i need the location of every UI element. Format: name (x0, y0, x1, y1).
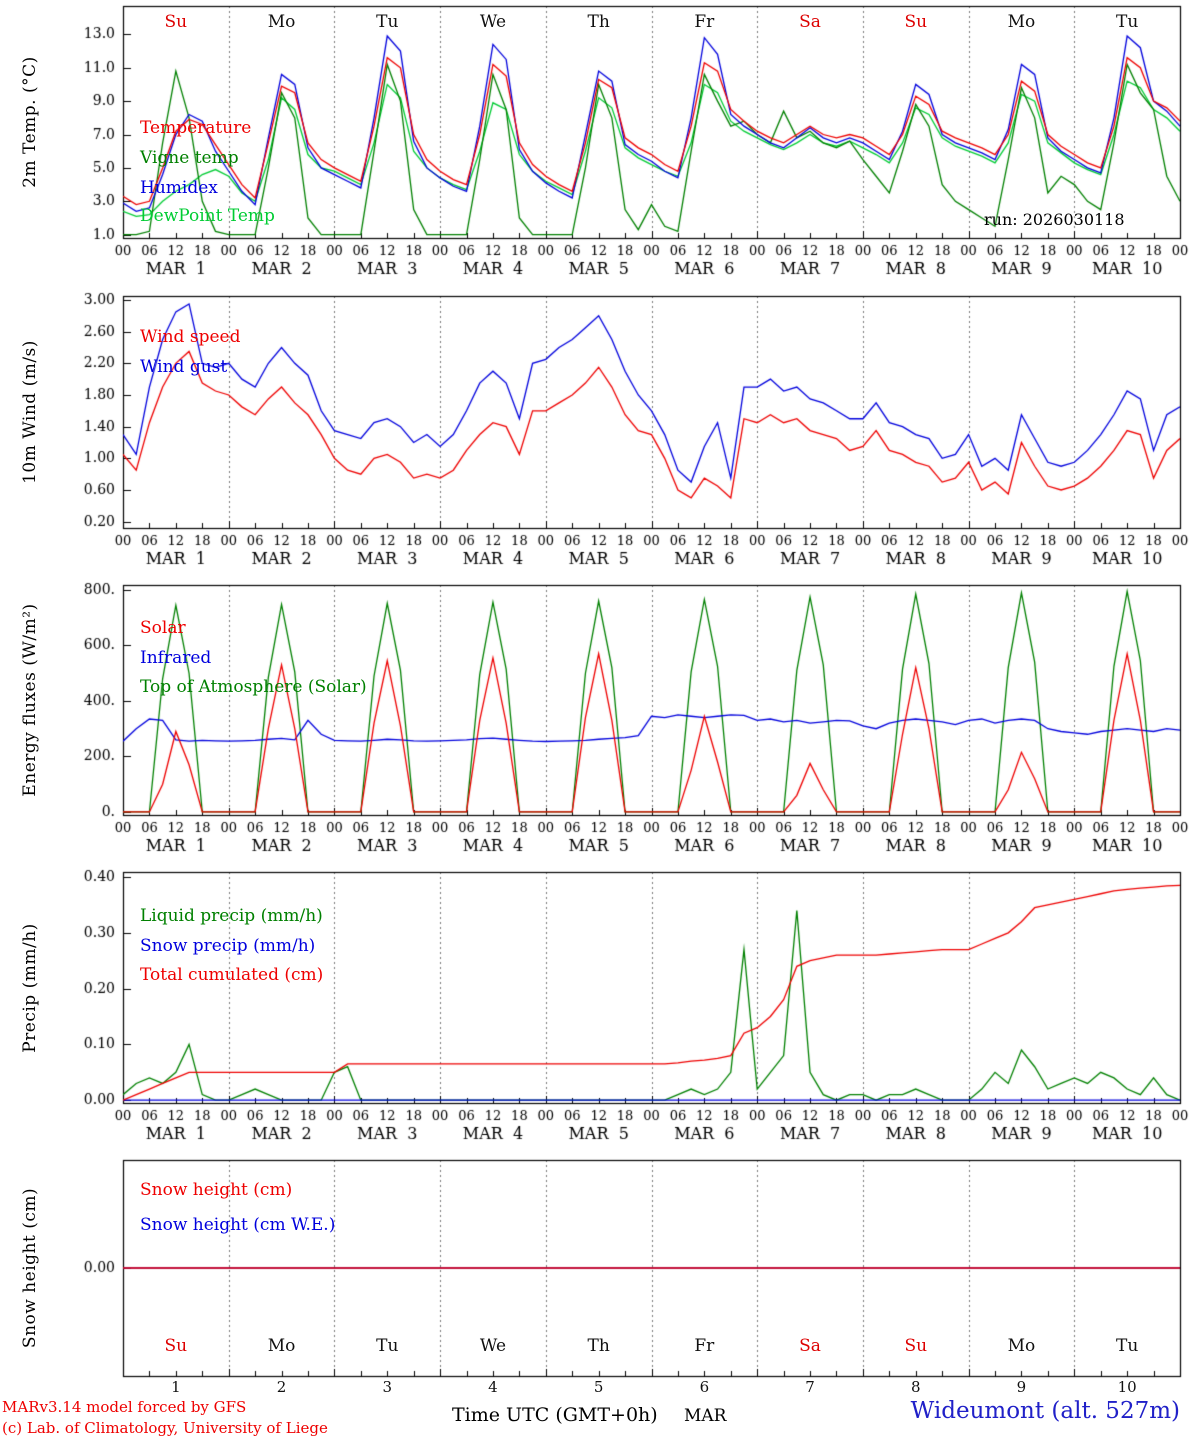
day-label-top: Su (164, 12, 188, 32)
day-label-top: Mo (1007, 12, 1036, 32)
day-number: 2 (276, 1378, 287, 1396)
day-number: 3 (382, 1378, 393, 1396)
day-label-top: Tu (376, 12, 399, 32)
y-axis-title-snow-height: Snow height (cm) (20, 1187, 40, 1349)
day-number: 5 (593, 1378, 604, 1396)
day-label-top: Fr (694, 12, 715, 32)
day-label-bottom: Su (164, 1336, 188, 1356)
footer-time-axis-label: Time UTC (GMT+0h) (452, 1404, 658, 1426)
day-label-bottom: Mo (267, 1336, 296, 1356)
legend-temperature: Temperature (140, 118, 252, 138)
legend-snow-height-cm: Snow height (cm) (140, 1180, 293, 1200)
day-label-bottom: Tu (376, 1336, 399, 1356)
day-label-top: Sa (799, 12, 821, 32)
legend-liquid-precip-mm-h: Liquid precip (mm/h) (140, 906, 323, 926)
y-axis-title-temperature: 2m Temp. (°C) (20, 56, 40, 188)
day-label-top: We (479, 12, 507, 32)
day-label-top: Su (904, 12, 928, 32)
day-number: 9 (1016, 1378, 1027, 1396)
legend-top-of-atmosphere-solar: Top of Atmosphere (Solar) (140, 677, 367, 697)
legend-humidex: Humidex (140, 178, 218, 198)
legend-solar: Solar (140, 618, 186, 638)
footer-lab-credit: (c) Lab. of Climatology, University of L… (2, 1419, 328, 1437)
day-label-bottom: Tu (1115, 1336, 1139, 1356)
legend-wind-gust: Wind gust (140, 357, 228, 377)
day-number: 6 (699, 1378, 710, 1396)
day-number: 7 (805, 1378, 815, 1396)
legend-snow-precip-mm-h: Snow precip (mm/h) (140, 936, 316, 956)
y-axis-title-wind: 10m Wind (m/s) (20, 340, 40, 484)
legend-vigne-temp: Vigne temp (140, 148, 239, 168)
legend-snow-height-cm-w-e: Snow height (cm W.E.) (140, 1215, 336, 1235)
day-label-bottom: Th (587, 1336, 610, 1356)
day-number: 4 (488, 1378, 498, 1396)
legend-total-cumulated-cm: Total cumulated (cm) (140, 965, 324, 985)
day-label-bottom: Su (904, 1336, 928, 1356)
day-number: 8 (910, 1378, 921, 1396)
day-label-bottom: Sa (799, 1336, 821, 1356)
day-label-bottom: Fr (694, 1336, 715, 1356)
day-number: 10 (1117, 1378, 1137, 1396)
day-label-top: Mo (267, 12, 296, 32)
legend-infrared: Infrared (140, 648, 212, 668)
day-number: 1 (171, 1378, 181, 1396)
day-label-top: Tu (1115, 12, 1139, 32)
y-axis-title-precip: Precip (mm/h) (20, 923, 40, 1053)
legend-wind-speed: Wind speed (140, 327, 241, 347)
station-label: Wideumont (alt. 527m) (910, 1398, 1180, 1424)
footer-month-label: MAR (684, 1406, 727, 1426)
legend-dewpoint-temp: DewPoint Temp (140, 206, 275, 226)
y-axis-title-energy: Energy fluxes (W/m²) (20, 603, 40, 797)
footer-model-credit: MARv3.14 model forced by GFS (2, 1398, 247, 1416)
day-label-bottom: Mo (1007, 1336, 1036, 1356)
day-label-top: Th (587, 12, 610, 32)
day-label-bottom: We (479, 1336, 507, 1356)
run-label: run: 2026030118 (984, 210, 1125, 229)
